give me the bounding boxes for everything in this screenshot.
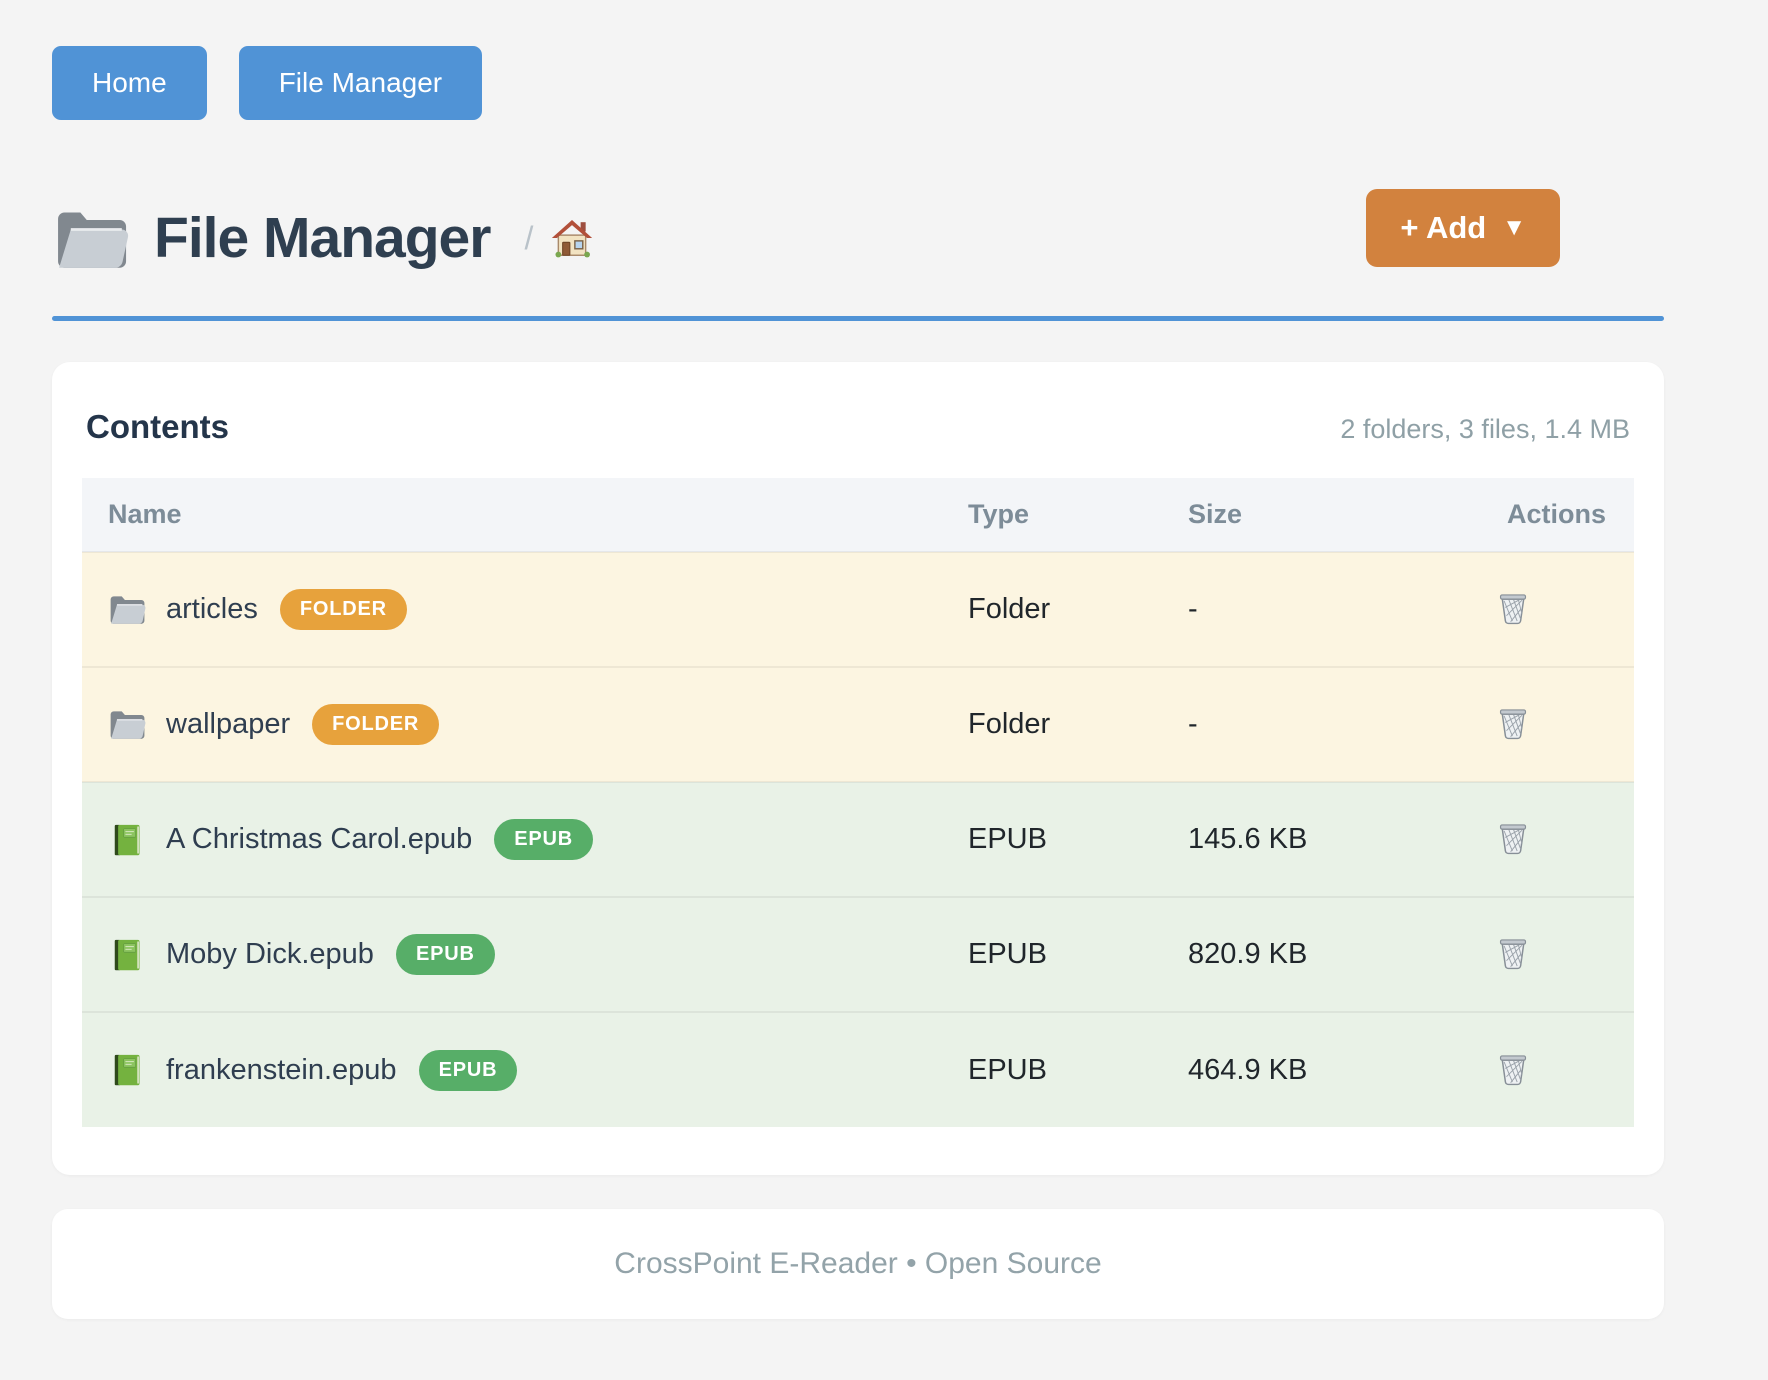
type-cell: EPUB	[968, 1053, 1047, 1086]
type-badge: EPUB	[494, 819, 594, 860]
size-cell: -	[1188, 593, 1198, 625]
column-header-size: Size	[1188, 499, 1243, 529]
type-cell: Folder	[968, 708, 1051, 740]
column-header-actions: Actions	[1506, 499, 1606, 529]
table-row[interactable]: A Christmas Carol.epub EPUB EPUB 145.6 K…	[82, 782, 1634, 897]
add-button[interactable]: + Add ▼	[1366, 189, 1560, 267]
file-name: wallpaper	[166, 708, 291, 740]
file-name: Moby Dick.epub	[166, 938, 374, 970]
file-name: articles	[166, 593, 258, 625]
home-icon[interactable]	[549, 215, 595, 261]
contents-summary: 2 folders, 3 files, 1.4 MB	[1340, 414, 1630, 444]
nav-home-button[interactable]: Home	[52, 46, 207, 120]
footer: CrossPoint E-Reader • Open Source	[52, 1209, 1664, 1319]
type-cell: EPUB	[968, 938, 1047, 970]
book-icon	[108, 1052, 146, 1088]
delete-button[interactable]	[1490, 1045, 1536, 1096]
type-badge: FOLDER	[312, 704, 440, 745]
type-badge: EPUB	[395, 934, 495, 975]
delete-button[interactable]	[1490, 584, 1536, 635]
file-table: Name Type Size Actions articles FOLDER F…	[82, 478, 1634, 1127]
top-navigation: Home File Manager	[52, 0, 1664, 120]
contents-heading: Contents	[86, 408, 229, 445]
trash-icon	[1494, 933, 1532, 973]
column-header-name: Name	[108, 499, 182, 529]
file-name: A Christmas Carol.epub	[166, 823, 473, 855]
book-icon	[108, 822, 146, 858]
trash-icon	[1494, 1049, 1532, 1089]
size-cell: -	[1188, 708, 1198, 740]
add-button-label: + Add	[1400, 210, 1487, 245]
delete-button[interactable]	[1490, 814, 1536, 865]
table-row[interactable]: articles FOLDER Folder -	[82, 552, 1634, 667]
size-cell: 145.6 KB	[1188, 823, 1308, 855]
page: Home File Manager File Manager / + Add ▼…	[52, 0, 1664, 1319]
contents-card: Contents 2 folders, 3 files, 1.4 MB Name…	[52, 362, 1664, 1175]
size-cell: 464.9 KB	[1188, 1053, 1308, 1086]
trash-icon	[1494, 588, 1532, 628]
size-cell: 820.9 KB	[1188, 938, 1308, 970]
folder-icon	[108, 592, 146, 628]
trash-icon	[1494, 703, 1532, 743]
type-badge: EPUB	[418, 1049, 518, 1091]
chevron-down-icon: ▼	[1502, 214, 1526, 241]
type-badge: FOLDER	[279, 589, 407, 630]
trash-icon	[1494, 818, 1532, 858]
table-row[interactable]: frankenstein.epub EPUB EPUB 464.9 KB	[82, 1012, 1634, 1127]
book-icon	[108, 937, 146, 973]
folder-icon	[108, 707, 146, 743]
page-header: File Manager /	[52, 204, 1664, 272]
column-header-type: Type	[968, 499, 1030, 529]
type-cell: Folder	[968, 593, 1051, 625]
footer-text: CrossPoint E-Reader • Open Source	[614, 1247, 1102, 1280]
title-divider	[52, 316, 1664, 321]
table-body: articles FOLDER Folder - wallpaper	[82, 552, 1634, 1127]
delete-button[interactable]	[1490, 929, 1536, 980]
page-title: File Manager	[154, 206, 491, 270]
nav-file-manager-button[interactable]: File Manager	[238, 46, 483, 120]
type-cell: EPUB	[968, 823, 1047, 855]
file-name: frankenstein.epub	[166, 1053, 397, 1086]
table-row[interactable]: Moby Dick.epub EPUB EPUB 820.9 KB	[82, 897, 1634, 1012]
folder-icon	[52, 204, 130, 272]
breadcrumb-separator: /	[524, 219, 534, 256]
table-header-row: Name Type Size Actions	[82, 478, 1634, 552]
delete-button[interactable]	[1490, 699, 1536, 750]
table-row[interactable]: wallpaper FOLDER Folder -	[82, 667, 1634, 782]
